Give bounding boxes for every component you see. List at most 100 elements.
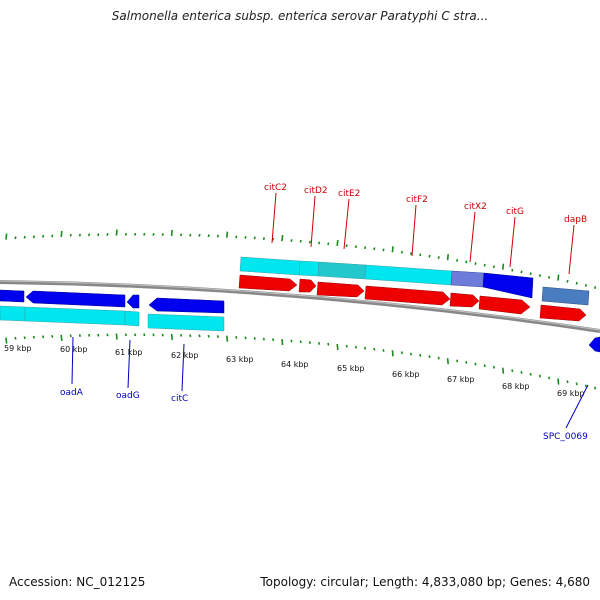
minor-tick xyxy=(456,259,459,262)
minor-tick xyxy=(584,384,587,388)
minor-tick xyxy=(244,336,247,340)
accession-text: Accession: NC_012125 xyxy=(9,575,146,589)
gene-label-citD2[interactable]: citD2 xyxy=(304,186,328,196)
minor-tick xyxy=(198,334,201,338)
forward-feature[interactable] xyxy=(364,264,453,286)
major-tick xyxy=(281,339,284,346)
minor-tick xyxy=(474,362,477,366)
label-leader-line xyxy=(181,343,185,392)
tick-label: 69 kbp xyxy=(557,389,585,398)
minor-tick xyxy=(465,260,468,264)
forward-feature[interactable] xyxy=(450,270,485,288)
minor-tick xyxy=(161,233,164,236)
forward-gene-arrow[interactable] xyxy=(449,292,480,308)
minor-tick xyxy=(354,345,357,349)
minor-tick xyxy=(529,372,532,376)
gene-label-SPC_0069[interactable]: SPC_0069 xyxy=(543,432,588,442)
gene-label-citF2[interactable]: citF2 xyxy=(406,195,428,205)
gene-label-citG[interactable]: citG xyxy=(506,207,524,217)
minor-tick xyxy=(400,250,403,254)
minor-tick xyxy=(124,333,127,337)
minor-tick xyxy=(97,333,100,337)
label-leader-line xyxy=(71,336,74,385)
tick-label: 63 kbp xyxy=(226,355,254,364)
minor-tick xyxy=(575,382,578,386)
major-tick xyxy=(557,378,560,385)
minor-tick xyxy=(253,236,256,240)
forward-gene-arrow[interactable] xyxy=(478,295,531,315)
minor-tick xyxy=(106,333,109,337)
forward-gene-arrow[interactable] xyxy=(364,285,451,306)
minor-tick xyxy=(483,263,486,267)
genome-title: Salmonella enterica subsp. enterica sero… xyxy=(111,9,489,23)
minor-tick xyxy=(42,234,45,238)
minor-tick xyxy=(538,374,541,378)
minor-tick xyxy=(235,336,238,339)
minor-tick xyxy=(106,233,109,236)
tick-label: 59 kbp xyxy=(4,344,32,353)
gene-label-citC[interactable]: citC xyxy=(171,394,188,404)
minor-tick xyxy=(69,334,72,338)
scale-labels: 59 kbp 60 kbp 61 kbp 62 kbp 63 kbp 64 kb… xyxy=(4,344,585,398)
minor-tick xyxy=(318,241,321,245)
reverse-feature[interactable] xyxy=(24,306,126,326)
minor-tick xyxy=(492,365,495,369)
major-tick xyxy=(60,334,63,341)
forward-feature[interactable] xyxy=(317,261,367,280)
minor-tick xyxy=(207,334,210,338)
forward-gene-arrow[interactable] xyxy=(539,304,587,322)
minor-tick xyxy=(327,342,330,346)
major-tick xyxy=(502,263,505,270)
reverse-feature[interactable] xyxy=(124,310,140,327)
label-leader-line xyxy=(469,211,476,263)
gene-label-citC2[interactable]: citC2 xyxy=(264,183,287,193)
minor-tick xyxy=(465,361,468,364)
minor-tick xyxy=(364,346,367,350)
label-leader-line xyxy=(127,339,131,389)
reverse-gene-arrow[interactable] xyxy=(25,290,126,308)
forward-feature[interactable] xyxy=(541,286,590,306)
minor-tick xyxy=(529,272,532,276)
reverse-gene-arrow[interactable] xyxy=(148,297,225,314)
major-tick xyxy=(336,343,339,350)
reverse-feature[interactable] xyxy=(0,305,26,322)
minor-tick xyxy=(69,233,72,237)
reverse-gene-arrow[interactable] xyxy=(0,289,25,303)
minor-tick xyxy=(51,335,54,338)
gene-label-oadA[interactable]: oadA xyxy=(60,388,84,398)
forward-feature[interactable] xyxy=(298,260,320,277)
minor-tick xyxy=(290,339,293,343)
forward-gene-arrow[interactable] xyxy=(298,278,317,293)
forward-gene-arrow[interactable] xyxy=(316,281,365,298)
minor-tick xyxy=(78,334,81,337)
reverse-gene-arrow[interactable] xyxy=(588,336,600,353)
label-leader-line xyxy=(310,195,316,248)
forward-gene-arrow[interactable] xyxy=(238,274,298,292)
forward-feature[interactable] xyxy=(482,272,534,299)
minor-tick xyxy=(272,338,275,342)
minor-tick xyxy=(520,371,523,374)
minor-tick xyxy=(474,262,477,265)
tick-label: 60 kbp xyxy=(60,345,88,354)
minor-tick xyxy=(23,235,26,239)
minor-tick xyxy=(456,359,459,363)
minor-tick xyxy=(575,281,578,285)
minor-tick xyxy=(382,349,385,352)
gene-label-citE2[interactable]: citE2 xyxy=(338,189,360,199)
gene-label-oadG[interactable]: oadG xyxy=(116,391,140,401)
minor-tick xyxy=(262,337,265,341)
minor-tick xyxy=(97,233,100,237)
minor-tick xyxy=(492,265,495,269)
minor-tick xyxy=(299,239,302,243)
reverse-cyan-features xyxy=(0,305,600,353)
minor-tick xyxy=(14,236,17,240)
label-leader-line xyxy=(565,384,589,429)
gene-label-dapB[interactable]: dapB xyxy=(564,215,587,225)
forward-feature[interactable] xyxy=(239,256,301,276)
reverse-feature[interactable] xyxy=(147,313,225,332)
reverse-gene-arrow[interactable] xyxy=(126,294,140,309)
major-tick xyxy=(336,239,339,246)
gene-label-citX2[interactable]: citX2 xyxy=(464,202,487,212)
minor-tick xyxy=(382,248,385,252)
